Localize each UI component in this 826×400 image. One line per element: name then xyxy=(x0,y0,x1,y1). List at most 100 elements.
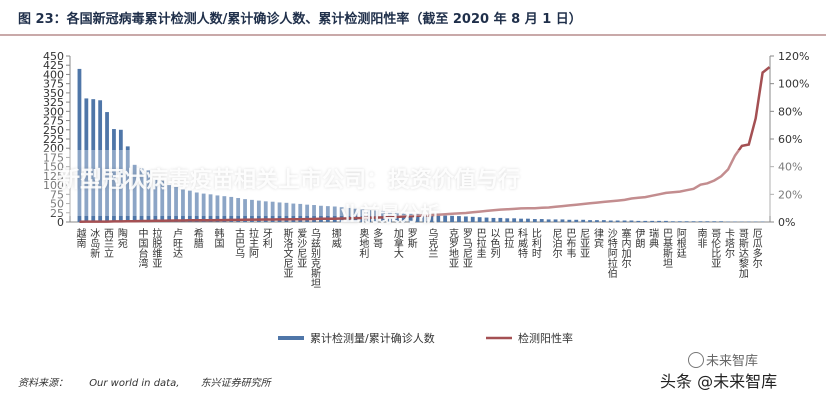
x-tick-label: 厄瓜多尔 xyxy=(750,228,762,268)
bar xyxy=(553,219,558,222)
bar xyxy=(360,209,365,222)
y-left-tick-label: 350 xyxy=(43,87,64,100)
x-tick-label: 爱沙尼亚 xyxy=(295,227,307,268)
overlay-headline-line1: 新型冠状病毒疫苗相关上市公司：投资价值与行 xyxy=(58,168,521,193)
source-note: 资料来源： Our world in data, 东兴证券研究所 xyxy=(18,374,289,389)
x-tick-label: 乌兹别克斯坦 xyxy=(309,227,321,288)
bar xyxy=(650,220,655,222)
y-left-tick-label: 325 xyxy=(43,96,64,109)
y-left-tick-label: 50 xyxy=(50,198,64,211)
x-tick-label: 卢旺达 xyxy=(171,227,183,258)
bar xyxy=(408,213,413,222)
x-tick-label: 比利时 xyxy=(529,228,541,258)
x-tick-label: 塞内加尔 xyxy=(619,227,631,268)
x-tick-label: 南非 xyxy=(695,227,707,249)
axes: 0255075100125150175200225250275300325350… xyxy=(43,50,809,229)
bar xyxy=(539,219,544,222)
bar xyxy=(222,196,227,222)
bar xyxy=(463,216,468,222)
bar xyxy=(601,220,606,222)
title-bar: 图 23：各国新冠病毒累计检测人数/累计确诊人数、累计检测阳性率（截至 2020… xyxy=(0,0,826,36)
bar xyxy=(229,196,234,222)
bar xyxy=(657,220,661,222)
bar xyxy=(367,210,372,222)
bar xyxy=(574,219,579,222)
bar xyxy=(560,219,565,222)
y-right-tick-label: 40% xyxy=(778,161,802,174)
bar xyxy=(125,146,130,222)
x-tick-label: 阿根廷 xyxy=(674,228,686,259)
x-tick-label: 加拿大 xyxy=(391,228,403,259)
x-tick-label: 巴拉 xyxy=(502,228,514,249)
bar xyxy=(181,189,185,222)
bar xyxy=(429,214,434,222)
bar xyxy=(298,203,303,222)
bar xyxy=(243,199,247,222)
bar xyxy=(339,207,344,222)
x-tick-label: 古巴乌 xyxy=(233,227,245,259)
bar xyxy=(684,221,689,222)
bar xyxy=(353,208,358,222)
bar xyxy=(526,218,530,222)
bar xyxy=(712,221,717,222)
bar xyxy=(477,217,482,222)
x-tick-label: 克罗地亚 xyxy=(447,228,459,268)
bar xyxy=(284,202,289,222)
x-tick-label: 巴基斯坦 xyxy=(660,228,672,268)
y-left-tick-label: 200 xyxy=(43,142,64,155)
y-left-tick-label: 400 xyxy=(43,68,64,81)
x-tick-label: 斯洛文尼亚 xyxy=(281,227,293,278)
y-left-tick-label: 250 xyxy=(43,124,64,137)
watermark-main: 头条 @未来智库 xyxy=(660,372,778,391)
bar xyxy=(250,199,254,222)
x-tick-label: 沙特阿拉伯 xyxy=(605,228,617,279)
bar xyxy=(84,98,89,222)
y-left-tick-label: 275 xyxy=(43,115,64,128)
bar xyxy=(622,220,627,222)
bar xyxy=(546,219,551,222)
x-tick-label: 罗斯 xyxy=(405,228,417,249)
bar xyxy=(532,219,537,222)
y-left-tick-label: 375 xyxy=(43,78,64,91)
x-tick-label: 卡塔尔 xyxy=(723,227,735,258)
bar xyxy=(643,220,648,222)
x-tick-label: 以色列 xyxy=(488,228,500,259)
bar xyxy=(215,195,220,222)
bar xyxy=(443,215,448,222)
bar xyxy=(118,129,123,222)
y-left-tick-label: 25 xyxy=(50,207,64,220)
bar xyxy=(332,206,337,222)
bar xyxy=(77,68,82,223)
y-left-tick-label: 100 xyxy=(43,179,64,192)
x-tick-label: 越南 xyxy=(74,227,86,248)
bar xyxy=(567,219,572,222)
x-tick-labels: 越南 冰岛新 西兰立 陶宛 中国台湾 拉脱维亚 卢旺达 希腊 韩国 古巴乌 拉主阿 牙利 斯洛文尼亚 爱沙… xyxy=(74,227,762,288)
x-tick-label: 多哥 xyxy=(371,227,383,248)
y-left-tick-label: 75 xyxy=(50,188,64,201)
x-tick-label: 牙利 xyxy=(260,228,272,248)
x-tick-label: 律宾 xyxy=(591,227,603,249)
bar xyxy=(374,210,379,222)
bar xyxy=(263,201,268,222)
x-tick-label: 冰岛新 xyxy=(88,227,100,259)
x-tick-label: 哥斯达黎加 xyxy=(736,228,748,278)
bar xyxy=(705,221,710,222)
x-tick-label: 中国台湾 xyxy=(136,227,148,269)
bar xyxy=(595,220,599,222)
source-label: 资料来源： xyxy=(18,378,68,389)
bar xyxy=(512,218,517,222)
bar xyxy=(484,217,489,222)
positive-rate-line xyxy=(79,66,771,223)
x-tick-label: 西兰立 xyxy=(102,228,114,258)
bar xyxy=(519,218,523,222)
bar xyxy=(719,221,724,222)
y-right-tick-label: 80% xyxy=(778,105,802,118)
bar xyxy=(691,221,696,222)
bar xyxy=(608,220,613,222)
bar xyxy=(105,112,109,222)
x-tick-label: 拉主阿 xyxy=(246,227,258,259)
bar xyxy=(132,164,137,222)
x-tick-label: 尼亚亚 xyxy=(578,228,590,258)
bar xyxy=(277,202,282,222)
